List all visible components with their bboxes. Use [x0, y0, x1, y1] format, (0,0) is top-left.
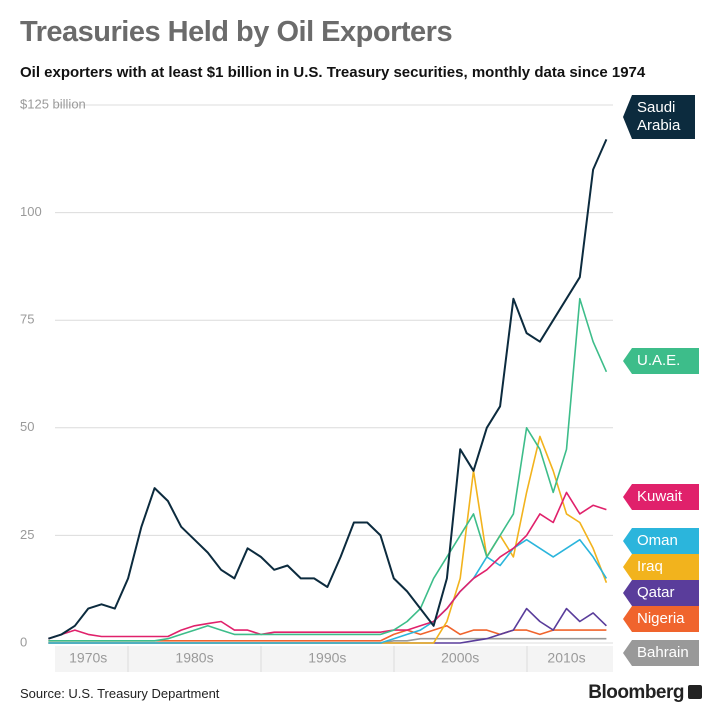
y-tick-label: 25: [20, 527, 34, 542]
chart-subtitle: Oil exporters with at least $1 billion i…: [20, 64, 646, 81]
source-note: Source: U.S. Treasury Department: [20, 686, 220, 701]
y-tick-label: 100: [20, 204, 42, 219]
x-tick-label: 1980s: [175, 650, 213, 666]
series-line: [48, 538, 608, 644]
x-tick-label: 1970s: [69, 650, 107, 666]
chart-title: Treasuries Held by Oil Exporters: [20, 16, 453, 48]
x-tick-label: 2000s: [441, 650, 479, 666]
legend-entry: Nigeria: [623, 606, 699, 632]
legend-entry: U.A.E.: [623, 348, 699, 374]
y-tick-label: 75: [20, 312, 34, 327]
series-line: [48, 138, 608, 640]
x-tick-label: 1990s: [308, 650, 346, 666]
y-tick-label: 0: [20, 634, 27, 649]
x-axis-band: [55, 646, 613, 672]
legend-entry: Iraq: [623, 554, 699, 580]
series-line: [48, 297, 608, 642]
series-line: [48, 607, 607, 644]
brand-logo: Bloomberg: [588, 682, 684, 703]
y-tick-label: 50: [20, 419, 34, 434]
x-tick-label: 2010s: [547, 650, 585, 666]
brand-icon: [688, 685, 702, 699]
series-line: [48, 491, 607, 640]
legend-entry: Kuwait: [623, 484, 699, 510]
legend-entry: Oman: [623, 528, 699, 554]
y-tick-label: $125 billion: [20, 96, 86, 111]
legend-entry: Saudi Arabia: [623, 95, 695, 139]
legend-entry: Qatar: [623, 580, 699, 606]
legend-entry: Bahrain: [623, 640, 699, 666]
